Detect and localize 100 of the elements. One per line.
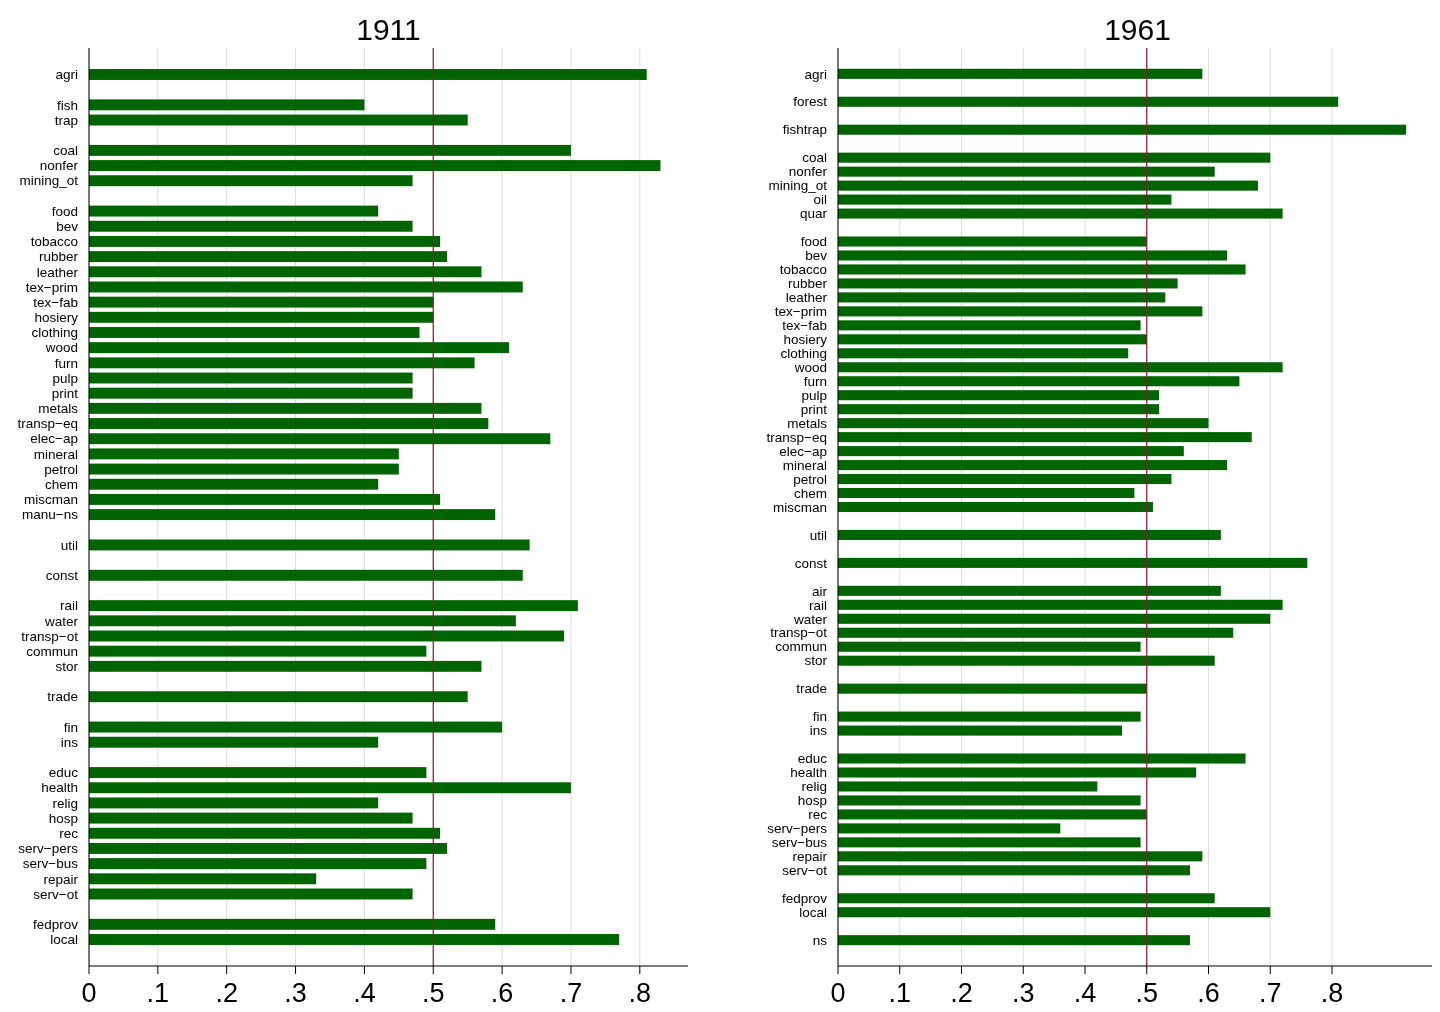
y-tick-label: commun <box>775 639 827 655</box>
x-tick-label: .3 <box>284 978 307 1008</box>
bar <box>838 404 1160 415</box>
bar <box>89 827 441 839</box>
y-tick-label: trade <box>796 681 827 697</box>
y-tick-label: oil <box>813 192 827 208</box>
y-tick-label: util <box>60 537 78 553</box>
bar <box>838 529 1221 540</box>
x-tick-label: .8 <box>628 978 652 1008</box>
bar <box>89 600 578 612</box>
y-tick-label: tex−prim <box>25 279 78 295</box>
bar <box>89 357 475 369</box>
bar <box>89 509 496 521</box>
y-tick-label: local <box>50 932 78 948</box>
bar <box>838 320 1141 331</box>
bar <box>89 721 503 733</box>
bar <box>838 446 1184 457</box>
y-tick-label: rubber <box>38 249 79 265</box>
bar <box>838 264 1246 275</box>
y-tick-label: hosp <box>48 810 78 826</box>
y-tick-label: health <box>790 765 827 781</box>
bar <box>838 432 1252 443</box>
y-tick-label: food <box>51 203 78 219</box>
y-tick-label: bev <box>805 248 828 264</box>
bar <box>89 463 399 475</box>
bar <box>89 175 413 187</box>
y-tick-label: petrol <box>793 471 827 487</box>
bar <box>838 907 1271 918</box>
bar <box>838 599 1283 610</box>
y-tick-label: rec <box>59 826 79 841</box>
bar <box>838 194 1172 205</box>
bar <box>89 433 551 445</box>
y-tick-label: quar <box>799 206 828 222</box>
y-tick-label: repair <box>43 871 79 887</box>
y-tick-label: rail <box>59 598 78 614</box>
y-tick-label: serv−bus <box>22 856 79 872</box>
chart-title: 1961 <box>1104 13 1171 46</box>
x-tick-label: .4 <box>353 978 376 1008</box>
y-tick-label: util <box>809 527 827 543</box>
y-tick-label: health <box>41 780 78 796</box>
y-tick-label: serv−ot <box>782 863 828 879</box>
bar <box>89 327 420 338</box>
y-tick-label: agri <box>804 66 827 82</box>
bar <box>89 873 317 885</box>
bar <box>89 296 434 308</box>
bar <box>838 208 1283 219</box>
y-tick-label: transp−eq <box>17 416 78 432</box>
bar <box>89 342 509 354</box>
y-tick-label: air <box>811 583 828 599</box>
y-tick-label: trap <box>54 112 78 128</box>
bar <box>89 767 427 779</box>
bar <box>838 781 1098 792</box>
bar <box>89 630 565 642</box>
bar <box>838 68 1203 79</box>
y-tick-label: water <box>43 613 79 629</box>
y-tick-label: wood <box>44 340 78 356</box>
y-tick-label: hosiery <box>783 332 828 348</box>
bar <box>838 152 1271 163</box>
y-tick-label: rubber <box>787 276 828 292</box>
bar <box>89 645 427 657</box>
y-tick-label: miscman <box>23 492 78 508</box>
bar <box>89 842 448 854</box>
x-tick-label: .5 <box>421 978 445 1008</box>
bar <box>838 865 1190 876</box>
bar <box>838 767 1197 778</box>
y-tick-label: elec−ap <box>30 431 78 447</box>
x-tick-label: .2 <box>950 978 973 1008</box>
bar <box>838 236 1147 247</box>
y-tick-label: serv−pers <box>767 821 828 837</box>
bar <box>89 934 620 945</box>
bar <box>89 691 468 703</box>
y-tick-label: tex−fab <box>33 294 78 310</box>
bar <box>89 281 523 293</box>
bar <box>838 837 1141 848</box>
bar <box>89 888 413 900</box>
y-tick-label: trade <box>47 689 78 705</box>
bar <box>838 557 1308 568</box>
y-tick-label: fedprov <box>32 917 79 933</box>
y-tick-label: serv−pers <box>18 841 79 857</box>
bar <box>89 69 647 80</box>
bar <box>838 474 1172 485</box>
y-tick-label: clothing <box>780 346 827 362</box>
y-tick-label: pulp <box>52 370 78 386</box>
y-tick-label: stor <box>804 653 828 669</box>
bar <box>838 585 1221 596</box>
bar <box>838 166 1215 177</box>
bar <box>89 782 571 794</box>
bar <box>838 823 1061 834</box>
y-tick-label: rec <box>808 807 828 823</box>
bar <box>89 311 434 323</box>
x-tick-label: .2 <box>215 978 238 1008</box>
y-tick-label: transp−ot <box>770 625 828 641</box>
y-tick-label: repair <box>792 849 828 865</box>
bar <box>838 683 1147 694</box>
y-tick-label: bev <box>56 218 79 234</box>
x-tick-label: .6 <box>1197 978 1220 1008</box>
y-tick-label: coal <box>802 150 827 166</box>
x-tick-label: .6 <box>490 978 514 1008</box>
x-tick-label: .8 <box>1320 978 1344 1008</box>
y-tick-label: serv−ot <box>33 886 79 902</box>
